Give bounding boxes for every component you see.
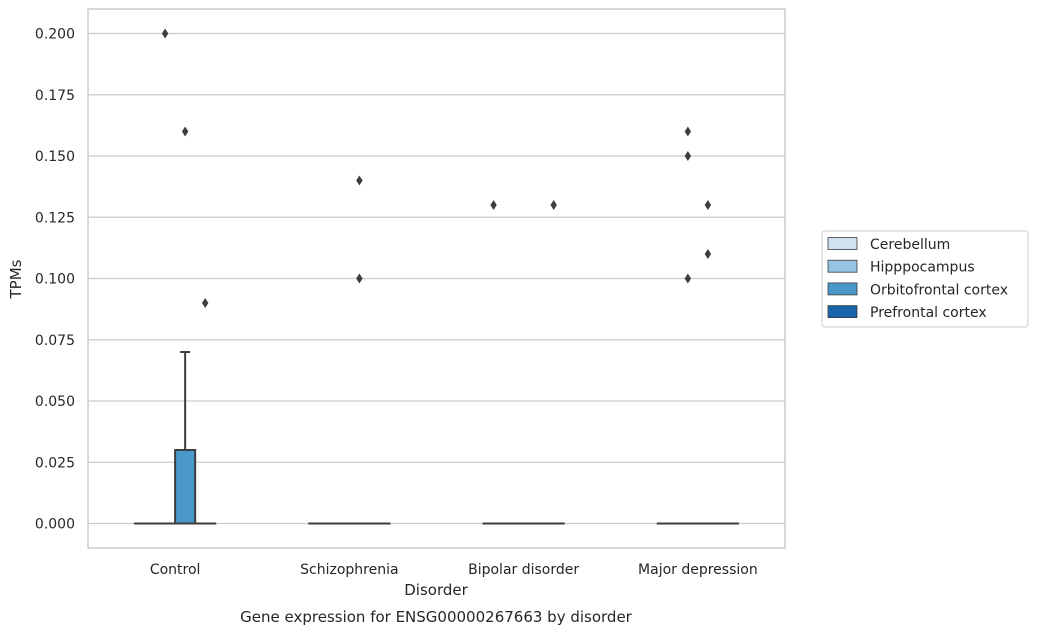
legend-item: Hipppocampus <box>827 259 975 276</box>
outlier-point <box>684 273 692 284</box>
y-tick-label: 0.000 <box>35 517 75 533</box>
y-tick-label: 0.100 <box>35 272 75 288</box>
legend-swatch <box>827 237 858 250</box>
box-orbitofrontal-cortex-control <box>174 351 197 525</box>
legend-item: Cerebellum <box>827 237 950 253</box>
x-axis-ticks: Control Schizophrenia Bipolar disorder Majo… <box>150 562 758 578</box>
y-tick-label: 0.200 <box>35 27 75 43</box>
x-axis-label: Disorder <box>404 581 468 599</box>
chart-caption: Gene expression for ENSG00000267663 by d… <box>240 608 633 626</box>
outlier-point <box>704 200 712 210</box>
plot-area-frame <box>87 8 786 549</box>
outlier-point <box>356 273 363 284</box>
outlier-point <box>704 249 712 259</box>
x-tick-label: Control <box>150 562 201 578</box>
legend-frame <box>821 230 1029 328</box>
box-series <box>134 351 739 525</box>
legend-swatch <box>827 259 858 273</box>
legend-swatch <box>827 305 858 319</box>
y-tick-label: 0.150 <box>35 149 75 165</box>
y-tick-label: 0.075 <box>35 333 75 349</box>
outlier-point <box>201 298 209 308</box>
y-tick-label: 0.175 <box>35 88 75 104</box>
y-tick-label: 0.050 <box>35 394 75 410</box>
outlier-point <box>550 200 557 210</box>
legend-label: Prefrontal cortex <box>870 305 987 321</box>
y-tick-label: 0.125 <box>35 210 75 226</box>
outlier-point <box>181 126 189 137</box>
legend: Cerebellum Hipppocampus Orbitofrontal cort… <box>821 230 1029 328</box>
x-tick-label: Bipolar disorder <box>468 562 579 578</box>
y-tick-label: 0.025 <box>35 455 75 471</box>
iqr-box <box>174 449 197 525</box>
legend-swatch <box>827 282 858 296</box>
legend-label: Cerebellum <box>870 237 950 253</box>
legend-item: Prefrontal cortex <box>827 305 987 321</box>
y-axis-label: TPMs <box>7 259 25 299</box>
legend-label: Orbitofrontal cortex <box>870 282 1008 298</box>
legend-label: Hipppocampus <box>870 260 975 276</box>
outlier-point <box>490 200 497 210</box>
legend-item: Orbitofrontal cortex <box>827 282 1008 298</box>
outlier-point <box>161 28 169 39</box>
grid-lines <box>88 32 785 525</box>
y-axis-ticks: 0.000 0.025 0.050 0.075 0.100 0.125 0.150 0.175… <box>35 27 75 533</box>
outlier-point <box>356 175 363 186</box>
outlier-point <box>684 151 692 161</box>
x-tick-label: Major depression <box>638 562 758 578</box>
outlier-points <box>161 28 712 308</box>
x-tick-label: Schizophrenia <box>300 562 398 578</box>
outlier-point <box>684 126 692 137</box>
